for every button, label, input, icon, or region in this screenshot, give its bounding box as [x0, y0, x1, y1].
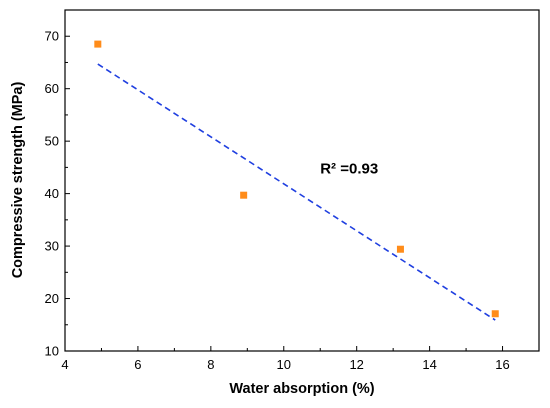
- x-axis-ticks: 4 6 8 10 12 14 16: [61, 346, 510, 372]
- r-squared-annotation: R² =0.93: [320, 161, 378, 178]
- plot-frame: [64, 9, 540, 352]
- y-axis-ticks: 10 20 30 40 50 60 70: [45, 29, 70, 359]
- trendline-segment: [97, 63, 496, 321]
- data-point: [240, 191, 248, 199]
- y-tick-label: 30: [45, 239, 59, 254]
- y-tick-label: 20: [45, 291, 59, 306]
- x-tick-label: 12: [349, 357, 363, 372]
- y-tick-label: 40: [45, 186, 59, 201]
- x-tick-label: 6: [134, 357, 141, 372]
- trendline: [97, 63, 496, 321]
- y-axis-title: Compressive strength (MPa): [10, 82, 26, 279]
- y-tick-label: 10: [45, 344, 59, 359]
- y-tick-label: 60: [45, 81, 59, 96]
- data-point: [396, 245, 404, 253]
- x-tick-label: 4: [61, 357, 68, 372]
- data-point: [491, 310, 499, 318]
- data-point: [94, 40, 102, 48]
- y-tick-label: 50: [45, 134, 59, 149]
- data-points: [94, 40, 499, 318]
- x-tick-label: 14: [422, 357, 436, 372]
- x-tick-label: 10: [277, 357, 291, 372]
- x-tick-label: 16: [495, 357, 509, 372]
- x-axis-title: Water absorption (%): [229, 381, 374, 397]
- x-tick-label: 8: [207, 357, 214, 372]
- y-tick-label: 70: [45, 29, 59, 44]
